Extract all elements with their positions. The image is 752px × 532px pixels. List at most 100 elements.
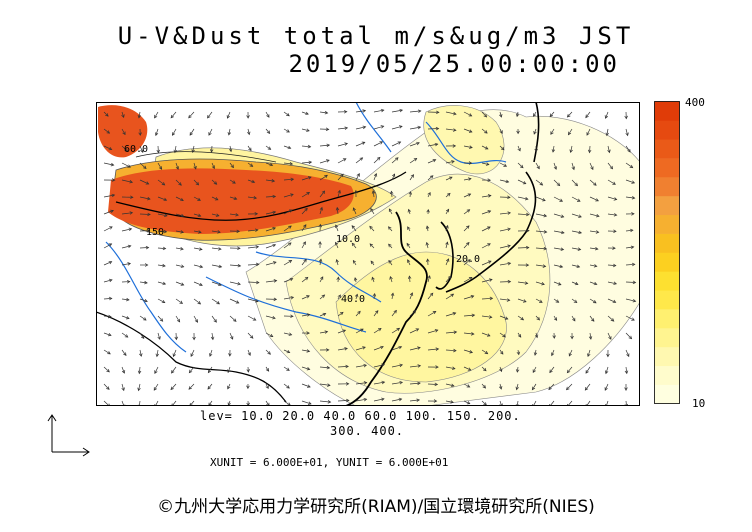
wind-vector-head: [344, 347, 348, 351]
sakhalin-coast: [533, 102, 540, 163]
wind-vector: [391, 328, 400, 334]
wind-vector: [283, 193, 294, 198]
wind-vector-head: [191, 149, 195, 154]
wind-vector-head: [613, 281, 618, 285]
colorbar-max-label: 400: [685, 96, 705, 109]
wind-vector-head: [486, 333, 491, 337]
wind-vector-head: [246, 115, 250, 119]
wind-vector: [193, 230, 202, 233]
wind-vector-head: [325, 348, 330, 352]
colorbar-block: [654, 101, 680, 121]
wind-vector-head: [593, 264, 598, 268]
wind-vector: [625, 298, 636, 302]
wind-vector: [139, 400, 141, 406]
wind-vector: [103, 162, 114, 166]
wind-vector-head: [197, 230, 202, 234]
wind-vector-head: [288, 225, 292, 229]
wind-vector: [445, 128, 456, 131]
wind-vector: [589, 196, 599, 202]
wind-vector-head: [247, 352, 251, 356]
wind-vector: [139, 332, 145, 339]
wind-vector-head: [577, 247, 582, 251]
wind-vector-head: [412, 309, 417, 314]
wind-vector: [409, 399, 420, 402]
wind-vector-head: [249, 163, 254, 167]
wind-vector-head: [407, 259, 411, 263]
wind-vector-head: [318, 241, 322, 245]
wind-vector: [211, 332, 214, 340]
wind-vector: [370, 260, 375, 266]
wind-vector: [351, 225, 357, 232]
wind-vector-head: [432, 159, 437, 163]
wind-vector-head: [429, 175, 434, 179]
wind-vector-head: [584, 386, 589, 391]
wind-vector: [227, 383, 231, 389]
contour-levels: lev= 10.0 20.0 40.0 60.0 100. 150. 200.: [200, 409, 521, 423]
wind-vector-head: [363, 363, 367, 368]
wind-vector-head: [406, 242, 410, 247]
wind-vector: [265, 128, 270, 134]
wind-vector: [247, 349, 251, 356]
wind-vector-head: [170, 114, 175, 119]
wind-vector-head: [543, 246, 548, 251]
wind-vector-head: [487, 226, 491, 230]
wind-vector: [625, 263, 635, 266]
wind-vector: [189, 128, 195, 136]
wind-vector-head: [533, 352, 538, 356]
wind-vector-head: [213, 181, 218, 185]
wind-vector-head: [216, 301, 221, 305]
wind-vector: [607, 315, 615, 322]
wind-vector: [301, 224, 307, 232]
wind-vector-head: [434, 382, 439, 387]
wind-vector: [190, 349, 195, 357]
wind-vector-head: [233, 318, 237, 322]
wind-vector-head: [487, 260, 492, 264]
wind-vector: [535, 264, 546, 267]
wind-vector: [229, 213, 239, 216]
wind-vector: [625, 229, 633, 232]
wind-vector: [427, 192, 431, 198]
wind-vector: [283, 383, 290, 389]
wind-vector: [535, 247, 547, 250]
river: [355, 102, 392, 153]
wind-vector-head: [500, 146, 505, 151]
wind-vector: [463, 242, 470, 249]
wind-vector-head: [180, 264, 185, 268]
wind-vector: [553, 247, 564, 250]
wind-vector: [121, 245, 131, 249]
wind-vector: [389, 276, 393, 283]
wind-vector: [516, 383, 519, 390]
wind-vector-head: [111, 178, 116, 182]
wind-vector-head: [605, 132, 609, 137]
wind-vector-head: [286, 385, 290, 389]
wind-vector: [481, 400, 487, 406]
wind-vector: [229, 264, 241, 267]
wind-vector: [516, 366, 519, 373]
wind-vector-head: [144, 280, 148, 285]
wind-vector-head: [272, 227, 276, 231]
wind-vector: [175, 298, 183, 304]
wind-vector: [373, 125, 384, 130]
wind-vector-head: [265, 385, 269, 390]
wind-vector: [625, 332, 632, 339]
wind-vector-head: [351, 242, 356, 247]
wind-vector-head: [227, 385, 231, 390]
contour-label: 150: [146, 227, 164, 238]
wind-vector-head: [193, 165, 197, 170]
wind-vector: [265, 332, 273, 338]
wind-vector: [154, 366, 159, 374]
wind-vector-head: [126, 279, 131, 284]
wind-vector: [391, 381, 403, 385]
wind-vector: [407, 226, 411, 232]
colorbar-block: [654, 346, 680, 367]
wind-vector: [427, 383, 438, 385]
wind-vector-head: [381, 380, 386, 385]
wind-vector: [103, 279, 113, 283]
wind-vector: [265, 244, 276, 249]
wind-vector: [103, 194, 115, 198]
wind-vector-head: [156, 149, 161, 154]
wind-vector: [409, 191, 411, 198]
wind-vector: [283, 296, 294, 300]
wind-vector: [571, 315, 576, 322]
wind-vector-head: [174, 336, 179, 341]
